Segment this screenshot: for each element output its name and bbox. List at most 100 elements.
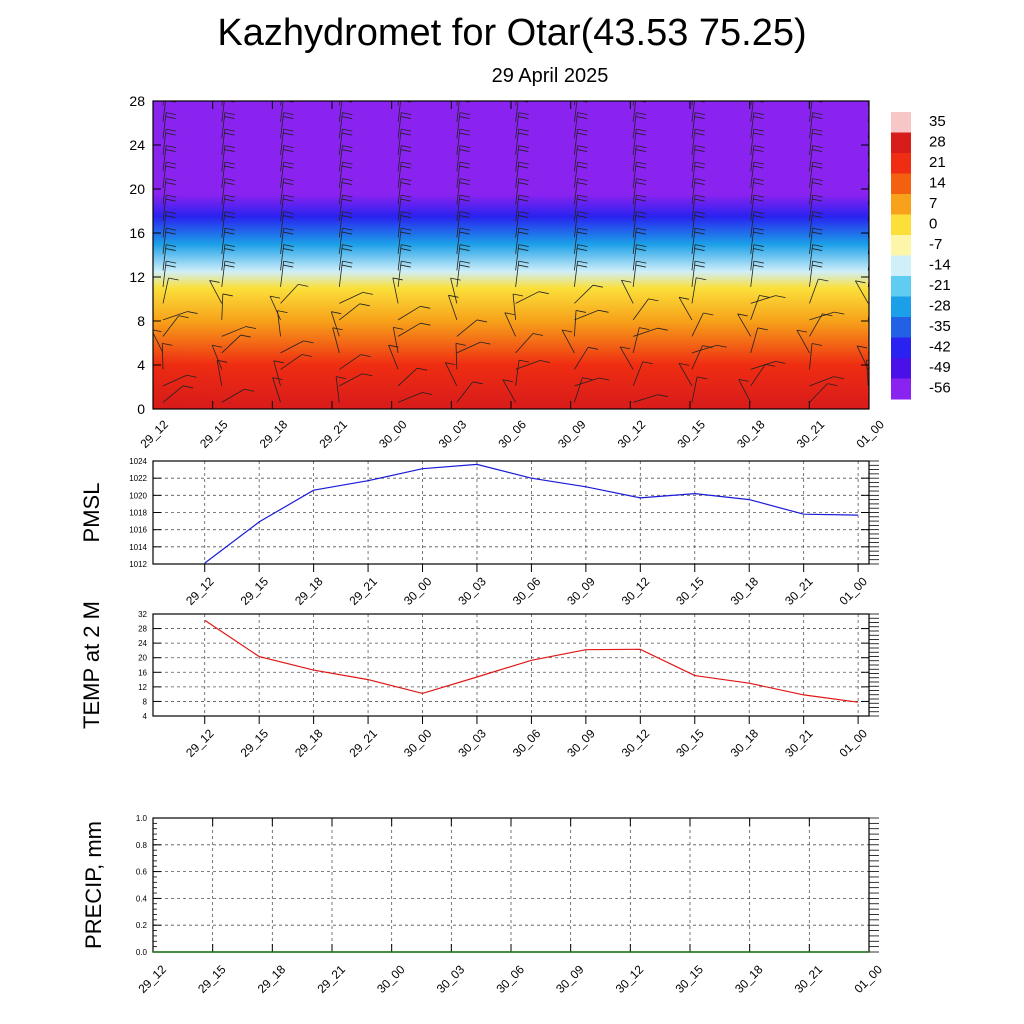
colorbar-label: -28 (929, 298, 951, 315)
ytick-label: 24 (138, 639, 147, 648)
wind-barb-flag (577, 128, 588, 132)
wind-barb-flag (636, 128, 647, 132)
ytick-label: 12 (138, 683, 147, 692)
wind-barb-flag (401, 260, 412, 264)
colorbar-swatch (891, 358, 911, 379)
wind-barb-flag (459, 260, 471, 264)
wind-barb-flag (519, 359, 530, 363)
wind-barb-flag (694, 128, 706, 132)
wind-barb-flag (519, 96, 529, 98)
wind-barb-flag (224, 116, 235, 119)
wind-barb (338, 101, 343, 122)
wind-barb-flag (694, 198, 705, 202)
y-axis-label: TEMP at 2 M (79, 601, 104, 729)
wind-barb-flag (400, 182, 411, 185)
wind-barb-flag (812, 161, 823, 165)
wind-barb-flag (871, 80, 881, 82)
wind-barb-flag (738, 378, 749, 382)
colorbar-swatch (891, 378, 911, 400)
wind-barb (868, 401, 869, 403)
xtick-label: 29_15 (238, 726, 272, 760)
wind-barb-flag (757, 327, 768, 331)
wind-barb (633, 394, 659, 403)
wind-barb-flag (283, 227, 294, 231)
wind-barb-flag (694, 244, 706, 247)
wind-barb-flag (362, 291, 373, 295)
wind-barb-flag (166, 244, 177, 247)
y-axis-label: PMSL (79, 483, 104, 543)
wind-barb-flag (225, 80, 235, 82)
wind-barb-flag (459, 145, 471, 148)
wind-barb-flag (753, 194, 764, 198)
wind-barb-flag (301, 354, 312, 357)
wind-barb-flag (636, 244, 647, 247)
wind-barb-flag (577, 211, 588, 214)
wind-barb-flag (753, 145, 764, 148)
wind-barb-flag (759, 295, 770, 298)
wind-barb-flag (871, 195, 881, 197)
wind-barb-flag (166, 161, 177, 165)
wind-barb-flag (775, 360, 786, 364)
wind-barb-flag (635, 264, 646, 268)
colorbar-swatch (891, 173, 911, 195)
wind-barb-flag (620, 346, 631, 350)
wind-barb (161, 343, 164, 370)
wind-barb-flag (331, 311, 342, 315)
wind-barb (339, 291, 364, 304)
cs-ytick-label: 0 (137, 401, 145, 417)
wind-barb-flag (283, 116, 294, 119)
panel-frame (152, 613, 870, 717)
wind-barb (809, 101, 813, 122)
wind-barb-flag (598, 309, 609, 313)
colorbar-label: 28 (929, 134, 946, 151)
wind-barb-flag (459, 211, 471, 214)
wind-barb-flag (400, 198, 411, 202)
wind-barb-flag (401, 161, 412, 165)
wind-barb-flag (518, 248, 529, 251)
wind-barb-flag (694, 145, 706, 148)
wind-barb-flag (224, 194, 235, 198)
wind-barb (619, 346, 634, 370)
wind-barb-flag (753, 198, 764, 202)
wind-barb (515, 333, 534, 354)
wind-barb-flag (753, 116, 764, 119)
wind-barb-flag (812, 145, 823, 148)
wind-barb-flag (342, 80, 352, 82)
wind-barb-flag (576, 149, 588, 152)
wind-barb (691, 277, 697, 304)
wind-barb-flag (538, 291, 549, 295)
wind-barb-flag (166, 227, 177, 231)
y-axis-label: PRECIP, mm (81, 821, 106, 949)
wind-barb (162, 101, 166, 122)
wind-barb-flag (359, 303, 370, 307)
wind-barb-flag (694, 248, 705, 251)
wind-barb (809, 376, 834, 387)
wind-barb-flag (502, 379, 513, 383)
xtick-label: 30_06 (493, 962, 527, 996)
wind-barb-flag (420, 305, 431, 309)
xtick-label: 30_21 (792, 962, 826, 996)
wind-barb (444, 362, 458, 387)
series-line (204, 463, 859, 564)
wind-barb-flag (283, 84, 293, 86)
ytick-label: 16 (138, 668, 147, 677)
colorbar-label: 35 (929, 113, 946, 130)
wind-barb-flag (694, 165, 705, 169)
wind-barb-flag (224, 112, 235, 115)
ytick-label: 20 (138, 654, 147, 663)
wind-barb-flag (753, 112, 764, 115)
wind-barb-flag (518, 194, 529, 198)
wind-barb-flag (342, 128, 353, 132)
wind-barb (221, 388, 245, 403)
wind-barb (397, 101, 402, 122)
wind-barb-flag (636, 178, 647, 181)
wind-barb-flag (460, 96, 470, 98)
wind-barb-flag (472, 381, 483, 385)
wind-barb-flag (753, 260, 764, 264)
colorbar-swatch (891, 296, 911, 318)
wind-barb-flag (753, 264, 764, 268)
wind-barb (335, 376, 340, 403)
wind-barb (450, 278, 458, 304)
cs-xtick-label: 29_18 (257, 417, 291, 451)
wind-barb-flag (753, 128, 764, 132)
